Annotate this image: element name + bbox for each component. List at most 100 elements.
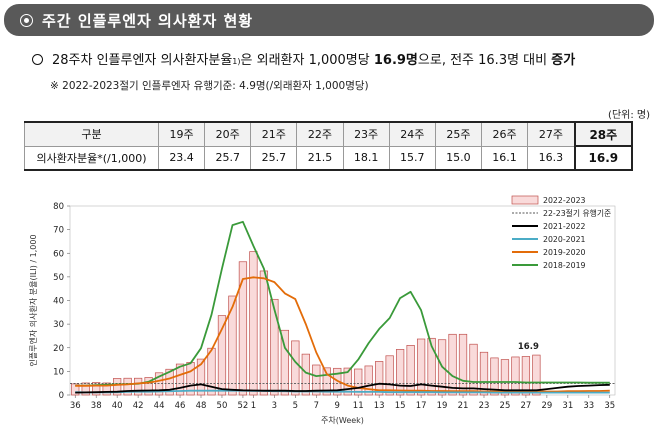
bar-2022-2023: [364, 365, 373, 396]
x-tick-label: 29: [541, 401, 552, 411]
section-title: 주간 인플루엔자 의사환자 현황: [42, 11, 254, 30]
bar-2022-2023: [217, 315, 227, 396]
y-tick-label: 80: [53, 202, 64, 212]
legend-swatch-bar: [511, 195, 539, 205]
table-cell: 16.9: [573, 145, 634, 171]
target-bullet-icon: [20, 13, 33, 27]
summary-sentence: 28주차 인플루엔자 의사환자분율 1) 은 외래환자 1,000명당 16.9명 으…: [32, 49, 575, 68]
bar-2022-2023: [500, 359, 510, 396]
summary-lead: 28주차 인플루엔자 의사환자분율: [52, 53, 233, 68]
x-tick-label: 9: [335, 401, 340, 411]
bar-2022-2023: [385, 355, 394, 396]
table-header-week: 24주: [388, 121, 436, 147]
bar-2022-2023: [521, 356, 531, 396]
bar-2022-2023: [458, 333, 468, 396]
table-row: 의사환자분율*(/1,000) 23.4 25.7 25.7 21.5 18.1 15.7…: [24, 145, 634, 171]
table-header-week: 27주: [527, 121, 576, 147]
bar-2022-2023: [259, 270, 269, 396]
bar-2022-2023: [448, 333, 457, 396]
bar-2022-2023: [249, 251, 258, 396]
x-tick-label: 48: [196, 401, 207, 411]
epidemic-threshold-note: ※ 2022-2023절기 인플루엔자 유행기준: 4.9명(/외래환자 1,0…: [50, 80, 369, 92]
bar-2022-2023: [134, 377, 143, 396]
bar-2022-2023: [354, 368, 363, 396]
bar-2022-2023: [123, 377, 132, 396]
summary-mid: 은 외래환자 1,000명당: [240, 53, 370, 68]
table-cell: 15.7: [388, 145, 436, 171]
series-line-2018-2019: [75, 220, 610, 387]
bar-2022-2023: [165, 368, 174, 396]
table-row-label: 의사환자분율*(/1,000): [24, 145, 159, 171]
bar-2022-2023: [71, 383, 80, 396]
section-title-bar: 주간 인플루엔자 의사환자 현황: [4, 4, 654, 36]
y-tick-label: 50: [53, 273, 64, 283]
x-tick-label: 13: [374, 401, 385, 411]
x-tick-label: 38: [91, 401, 102, 411]
bar-2022-2023: [175, 363, 185, 396]
summary-value: 16.9명: [373, 53, 418, 68]
table-header-week: 26주: [480, 121, 529, 147]
y-tick-label: 60: [53, 249, 64, 259]
x-tick-label: 25: [500, 401, 511, 411]
x-tick-label: 46: [175, 401, 186, 411]
table-header-week: 20주: [204, 121, 252, 147]
table-header-week: 23주: [342, 121, 390, 147]
x-tick-label: 40: [112, 401, 123, 411]
x-tick-label: 33: [583, 401, 594, 411]
x-tick-label: 21: [458, 401, 469, 411]
x-tick-label: 52: [238, 401, 249, 411]
x-tick-label: 44: [154, 401, 165, 411]
x-tick-label: 35: [604, 401, 615, 411]
x-tick-label: 1: [251, 401, 256, 411]
bar-2022-2023: [81, 382, 90, 396]
y-tick-label: 70: [53, 226, 64, 236]
bar-2022-2023: [228, 295, 237, 396]
x-tick-label: 23: [479, 401, 490, 411]
table-header-week: 19주: [157, 121, 206, 147]
weekly-ili-table: 구분 19주 20주 21주 22주 23주 24주 25주 26주 27주 28주 의사환자분율…: [24, 121, 634, 171]
table-header-week: 21주: [250, 121, 298, 147]
table-cell: 15.0: [434, 145, 482, 171]
bar-2022-2023: [469, 343, 478, 396]
x-tick-label: 3: [272, 401, 277, 411]
bar-2022-2023: [479, 351, 489, 396]
legend-label: 2018-2019: [543, 261, 586, 270]
x-tick-label: 27: [520, 401, 531, 411]
x-tick-label: 17: [416, 401, 427, 411]
table-cell: 21.5: [296, 145, 344, 171]
x-tick-label: 11: [353, 401, 364, 411]
legend-label: 2022-2023: [543, 196, 586, 205]
table-cell: 25.7: [250, 145, 298, 171]
bar-2022-2023: [113, 378, 122, 396]
series-line-2019-2020: [75, 276, 610, 393]
bar-2022-2023: [238, 261, 248, 396]
legend-label: 22-23절기 유행기준: [543, 208, 611, 218]
bar-2022-2023: [154, 372, 164, 396]
bar-2022-2023: [280, 329, 289, 396]
table-header-week: 22주: [296, 121, 344, 147]
table-cell: 18.1: [342, 145, 390, 171]
bar-2022-2023: [270, 298, 279, 396]
table-header-label: 구분: [24, 121, 159, 147]
table-cell: 23.4: [157, 145, 206, 171]
table-header-week: 28주: [573, 121, 634, 147]
summary-footnote-mark: 1): [232, 57, 241, 66]
y-tick-label: 0: [59, 391, 64, 401]
table-header-week: 25주: [434, 121, 482, 147]
bar-2022-2023: [144, 377, 153, 396]
last-bar-label: 16.9: [518, 342, 539, 352]
bar-2022-2023: [301, 353, 310, 396]
circle-bullet-icon: [32, 54, 43, 65]
bar-2022-2023: [102, 382, 111, 396]
bar-2022-2023: [92, 382, 101, 396]
summary-change: 증가: [551, 53, 576, 68]
series-line-2020-2021: [75, 389, 610, 394]
table-header-row: 구분 19주 20주 21주 22주 23주 24주 25주 26주 27주 28주: [24, 121, 634, 147]
x-tick-label: 42: [133, 401, 144, 411]
x-tick-label: 5: [293, 401, 298, 411]
bar-2022-2023: [312, 364, 321, 396]
bar-2022-2023: [343, 367, 352, 396]
x-tick-label: 31: [562, 401, 573, 411]
x-tick-label: 50: [217, 401, 228, 411]
table-cell: 16.3: [527, 145, 576, 171]
